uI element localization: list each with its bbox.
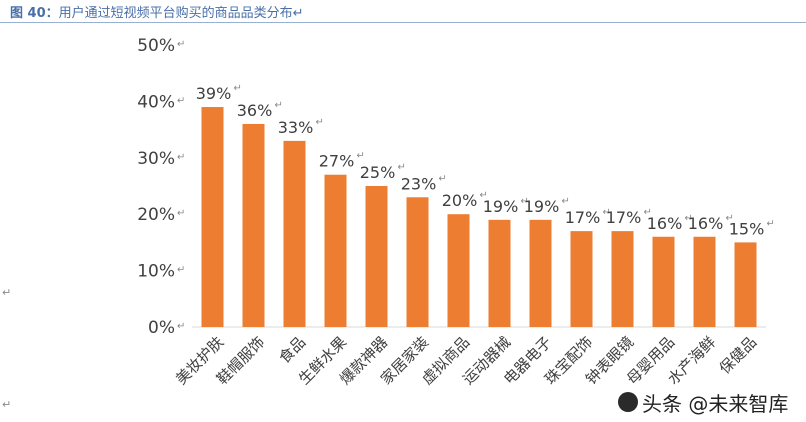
bar [529, 219, 552, 327]
data-label: 20% [442, 191, 478, 210]
data-label: 33% [278, 118, 314, 137]
data-label: 17% [606, 208, 642, 227]
bar [693, 236, 716, 327]
bar [406, 197, 429, 327]
data-label-return-mark: ↵ [480, 190, 488, 201]
data-label-return-mark: ↵ [644, 207, 652, 218]
bar [324, 174, 347, 327]
data-label-return-mark: ↵ [767, 218, 775, 229]
data-label: 19% [524, 197, 560, 216]
bar [201, 107, 224, 327]
data-label-return-mark: ↵ [521, 196, 529, 207]
return-mark: ↵ [292, 6, 304, 21]
data-label: 16% [647, 214, 683, 233]
data-label: 27% [319, 152, 355, 171]
y-tick-label: 30% [137, 149, 175, 169]
data-label: 16% [688, 214, 724, 233]
bar [652, 236, 675, 327]
y-tick-return-mark: ↵ [177, 208, 185, 219]
data-label-return-mark: ↵ [562, 196, 570, 207]
x-tick-label: 食品 [275, 333, 309, 367]
data-label-return-mark: ↵ [685, 213, 693, 224]
data-label-return-mark: ↵ [439, 173, 447, 184]
data-label: 36% [237, 101, 273, 120]
y-tick-label: 20% [137, 205, 175, 225]
return-mark-bottom: ↵ [2, 398, 12, 411]
data-label-return-mark: ↵ [316, 117, 324, 128]
figure-title: 图 40：用户通过短视频平台购买的商品品类分布↵ [10, 2, 304, 21]
figure-caption: 用户通过短视频平台购买的商品品类分布 [58, 6, 293, 21]
bar [365, 186, 388, 327]
data-label-return-mark: ↵ [275, 100, 283, 111]
watermark-text: 头条 @未来智库 [642, 392, 789, 416]
bar [611, 231, 634, 327]
y-tick-label: 0% [148, 318, 175, 338]
data-label: 19% [483, 197, 519, 216]
bar [570, 231, 593, 327]
y-tick-label: 10% [137, 262, 175, 282]
y-tick-return-mark: ↵ [177, 321, 185, 332]
y-tick-return-mark: ↵ [177, 95, 185, 106]
data-label-return-mark: ↵ [398, 162, 406, 173]
y-tick-return-mark: ↵ [177, 152, 185, 163]
data-label-return-mark: ↵ [357, 151, 365, 162]
figure-number: 图 40： [10, 6, 59, 21]
x-tick-label: 保健品 [716, 333, 761, 378]
y-tick-label: 40% [137, 92, 175, 112]
bar [447, 214, 470, 327]
bar [734, 242, 757, 327]
y-tick-label: 50% [137, 36, 175, 56]
data-label: 17% [565, 208, 601, 227]
bar [283, 140, 306, 327]
title-rule [0, 22, 806, 23]
data-label: 15% [729, 219, 765, 238]
bar [488, 219, 511, 327]
y-tick-return-mark: ↵ [177, 39, 185, 50]
watermark-logo-icon [618, 392, 638, 412]
data-label: 23% [401, 174, 437, 193]
data-label-return-mark: ↵ [234, 83, 242, 94]
y-tick-return-mark: ↵ [177, 265, 185, 276]
data-label: 25% [360, 163, 396, 182]
data-label-return-mark: ↵ [726, 213, 734, 224]
data-label: 39% [196, 84, 232, 103]
data-label-return-mark: ↵ [603, 207, 611, 218]
bar [242, 123, 265, 328]
return-mark-left: ↵ [2, 286, 12, 299]
